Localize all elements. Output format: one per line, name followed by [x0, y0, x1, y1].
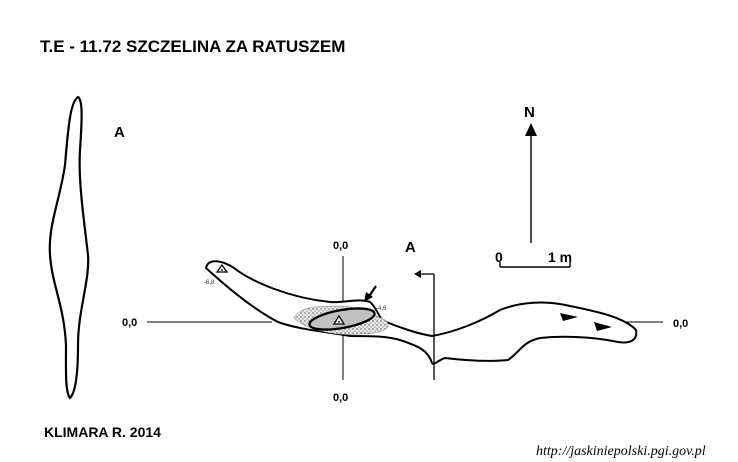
- north-label: N: [524, 104, 535, 121]
- section-direction-arrow-icon: [414, 270, 421, 278]
- section-label-left: A: [114, 124, 125, 141]
- slope-arrow-icon: [594, 322, 612, 331]
- datum-label-left: 0,0: [122, 317, 137, 329]
- source-url: http://jaskiniepolski.pgi.gov.pl: [536, 444, 706, 459]
- author-credit: KLIMARA R. 2014: [44, 424, 161, 440]
- north-arrow-icon: [525, 123, 537, 136]
- datum-label-right: 0,0: [673, 318, 688, 330]
- depth-mark-left: -6,8: [204, 280, 215, 286]
- cross-section-outline: [48, 95, 90, 400]
- datum-label-top: 0,0: [333, 240, 348, 252]
- map-title: T.E - 11.72 SZCZELINA ZA RATUSZEM: [40, 37, 345, 56]
- shaft-ellipse: [308, 307, 376, 331]
- station-marker-middle-icon: [332, 314, 346, 325]
- entrance-arrow-icon: [364, 292, 373, 302]
- datum-label-bottom: 0,0: [333, 392, 348, 404]
- slope-arrow-icon: [560, 313, 578, 321]
- section-label-plan: A: [405, 239, 416, 256]
- scale-end-label: 1 m: [548, 249, 572, 265]
- depth-mark-middle: -4,6: [376, 306, 387, 312]
- cave-plan-outline: [204, 260, 638, 365]
- scale-start-label: 0: [495, 249, 503, 265]
- station-marker-left-icon: [215, 263, 229, 273]
